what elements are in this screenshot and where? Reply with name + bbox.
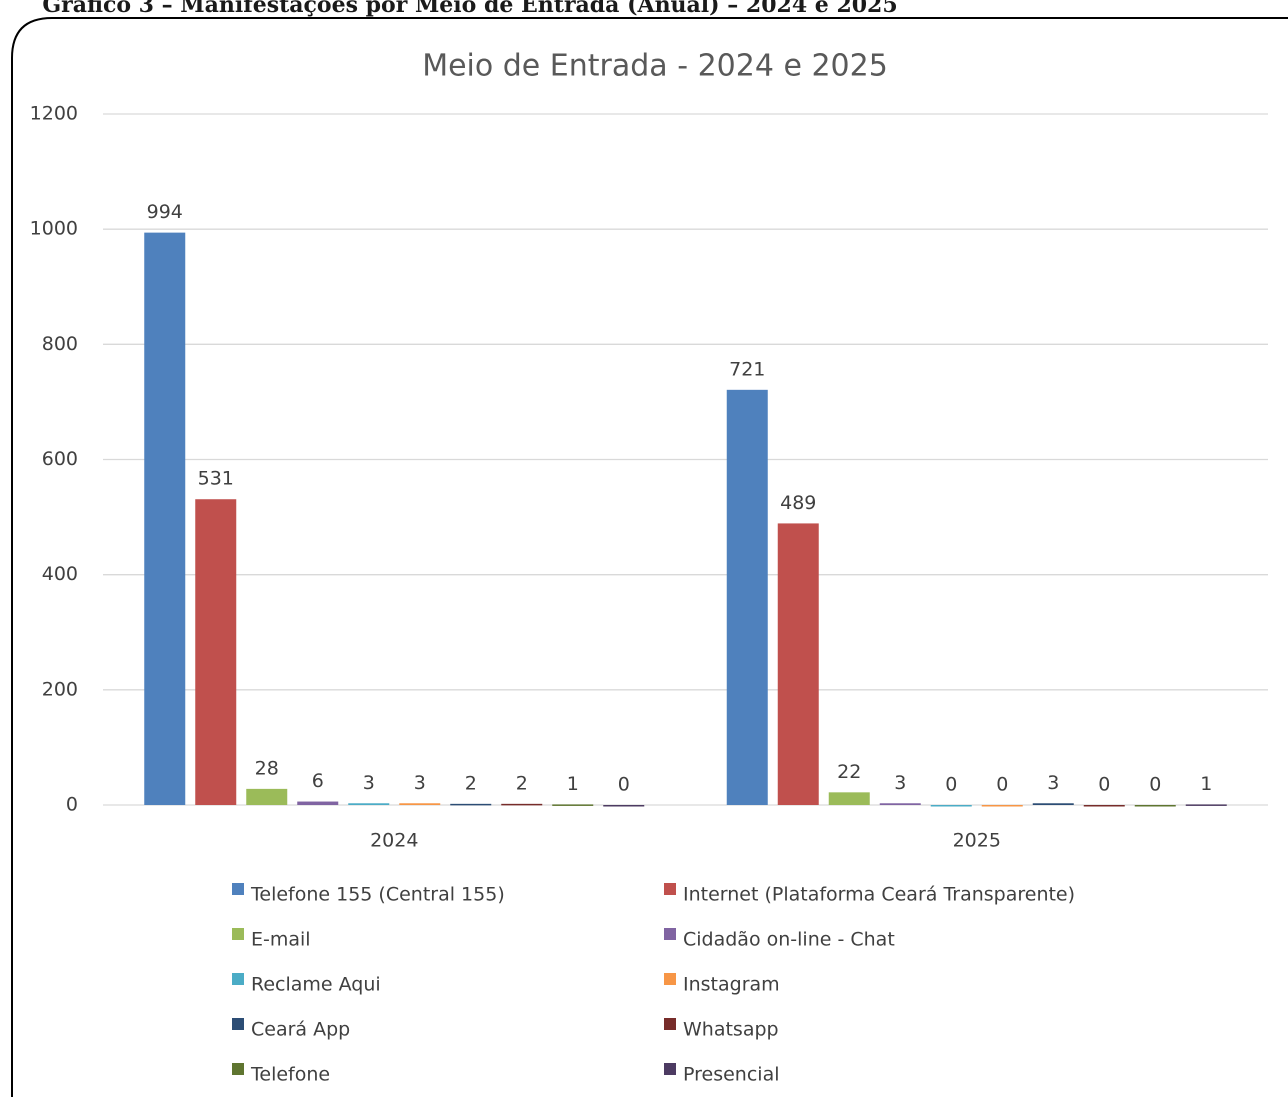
y-tick-label: 0: [66, 794, 78, 816]
bar: [144, 232, 186, 805]
y-tick-label: 400: [42, 563, 78, 585]
bar: [1032, 803, 1074, 805]
data-label: 1: [567, 773, 579, 795]
bar: [981, 805, 1023, 807]
data-label: 2: [516, 772, 528, 794]
data-label: 0: [1149, 774, 1161, 796]
y-tick-label: 600: [42, 448, 78, 470]
data-label: 994: [147, 201, 183, 223]
y-tick-label: 800: [42, 333, 78, 355]
legend-swatch: [664, 883, 676, 895]
data-label: 6: [312, 770, 324, 792]
bar: [450, 803, 492, 806]
data-label: 0: [945, 774, 957, 796]
data-label: 0: [996, 774, 1008, 796]
legend-swatch: [232, 1063, 244, 1075]
legend-swatch: [664, 1018, 676, 1030]
bar: [828, 792, 870, 805]
heading: Gráfico 3 – Manifestações por Meio de En…: [42, 0, 897, 18]
bar: [930, 805, 972, 807]
data-label: 3: [414, 772, 426, 794]
bar: [1083, 805, 1125, 807]
legend-swatch: [232, 1018, 244, 1030]
y-tick-label: 200: [42, 678, 78, 700]
legend-label: Telefone: [250, 1064, 330, 1086]
bar: [501, 803, 543, 806]
data-label: 3: [894, 772, 906, 794]
bar: [879, 803, 921, 805]
legend-label: Presencial: [683, 1064, 779, 1086]
legend-swatch: [232, 973, 244, 985]
bar: [1134, 805, 1176, 807]
bar: [297, 801, 339, 805]
legend-swatch: [232, 928, 244, 940]
bar: [1185, 804, 1227, 806]
data-label: 531: [198, 468, 234, 490]
data-label: 3: [363, 772, 375, 794]
y-tick-label: 1200: [30, 103, 78, 125]
legend-label: Reclame Aqui: [251, 974, 381, 996]
bar: [246, 788, 288, 805]
chart-border: [11, 17, 1288, 1097]
legend-label: Instagram: [683, 974, 780, 996]
bar: [726, 389, 768, 805]
legend-label: E-mail: [251, 929, 311, 951]
bar: [399, 803, 441, 805]
legend-swatch: [232, 883, 244, 895]
legend-label: Cidadão on-line - Chat: [683, 929, 895, 951]
data-label: 489: [780, 492, 816, 514]
x-tick-label: 2025: [953, 830, 1001, 852]
data-label: 22: [837, 761, 861, 783]
data-label: 721: [729, 358, 765, 380]
legend-label: Ceará App: [251, 1019, 350, 1041]
y-tick-label: 1000: [30, 218, 78, 240]
legend-label: Telefone 155 (Central 155): [250, 884, 505, 906]
x-tick-label: 2024: [370, 830, 418, 852]
legend-label: Internet (Plataforma Ceará Transparente): [683, 884, 1075, 906]
data-label: 0: [1098, 774, 1110, 796]
legend-swatch: [664, 1063, 676, 1075]
chart-title: Meio de Entrada - 2024 e 2025: [422, 49, 888, 84]
legend-swatch: [664, 928, 676, 940]
data-label: 28: [255, 757, 279, 779]
bar: [552, 804, 594, 806]
data-label: 2: [465, 772, 477, 794]
legend-swatch: [664, 973, 676, 985]
data-label: 1: [1200, 773, 1212, 795]
data-label: 3: [1047, 772, 1059, 794]
bar: [195, 499, 237, 805]
legend-label: Whatsapp: [683, 1019, 779, 1041]
bar: [603, 805, 645, 807]
bar: [777, 523, 819, 805]
bar: [348, 803, 390, 805]
data-label: 0: [618, 774, 630, 796]
